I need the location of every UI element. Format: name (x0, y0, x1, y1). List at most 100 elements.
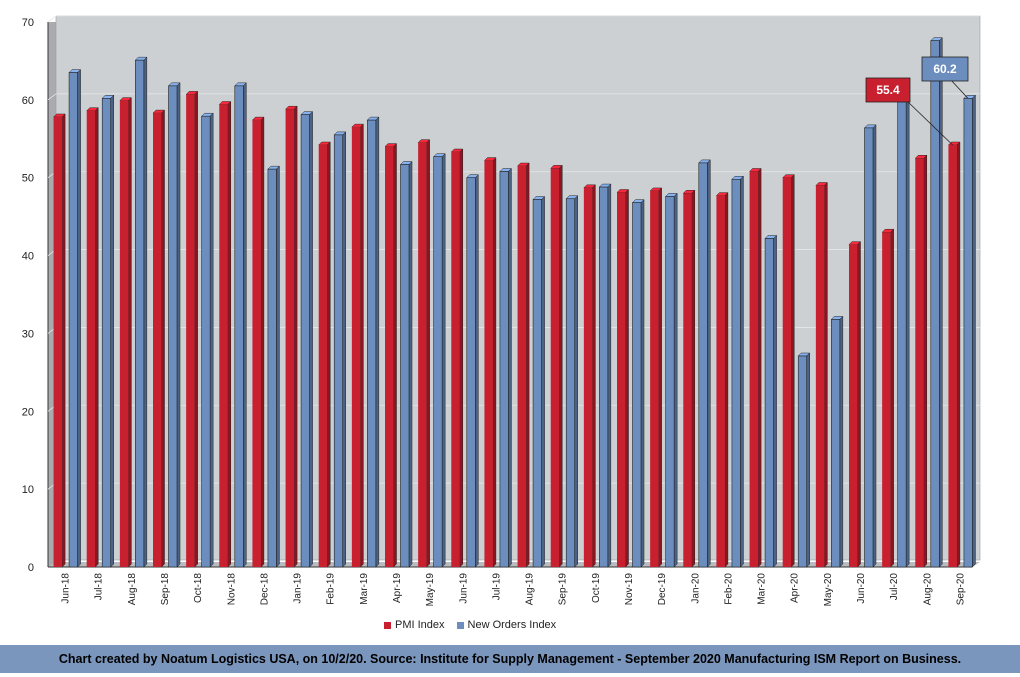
bar-pmi (782, 174, 795, 568)
bar-new-orders (333, 131, 347, 568)
callout-pmi: 55.4 (865, 77, 953, 146)
bar-new-orders (101, 94, 115, 568)
bar-new-orders (532, 195, 546, 568)
bar-pmi (417, 139, 431, 568)
bar-pmi (649, 187, 663, 568)
bar-new-orders (366, 116, 380, 568)
x-tick-label: Jan-19 (293, 573, 304, 604)
bar-new-orders (631, 199, 645, 568)
legend-swatch-pmi (384, 621, 391, 629)
y-tick-label: 30 (22, 328, 34, 340)
y-tick-label: 20 (22, 406, 34, 418)
bar-new-orders (665, 192, 678, 568)
bar-pmi (284, 105, 298, 568)
bar-new-orders (134, 56, 148, 568)
x-tick-label: Feb-20 (723, 573, 734, 605)
footer-text: Chart created by Noatum Logistics USA, o… (58, 652, 962, 666)
legend-item-new-orders: New Orders Index (456, 619, 557, 631)
annotations: 55.4 60.2 (865, 56, 969, 146)
bar-new-orders (234, 82, 247, 568)
bar-pmi (450, 148, 464, 568)
legend-label-pmi: PMI Index (395, 619, 445, 631)
callout-new-orders: 60.2 (921, 56, 969, 99)
bar-pmi (318, 141, 331, 568)
bar-pmi (583, 184, 596, 568)
floor (48, 562, 980, 567)
x-tick-label: Oct-18 (193, 573, 204, 603)
bar-pmi (119, 97, 132, 568)
bar-new-orders (930, 37, 943, 568)
bar-new-orders (68, 69, 82, 568)
bar-new-orders (963, 94, 977, 568)
x-tick-label: Jan-20 (690, 573, 701, 604)
x-tick-label: Oct-19 (591, 573, 602, 603)
x-tick-label: Apr-20 (790, 573, 801, 603)
x-tick-label: Aug-20 (922, 573, 933, 606)
y-axis-ticks: 0 10 20 30 40 50 60 70 (22, 17, 34, 574)
bar-new-orders (565, 195, 579, 568)
x-tick-label: Dec-19 (657, 573, 668, 606)
x-tick-label: May-20 (823, 573, 834, 607)
y-tick-label: 10 (22, 484, 34, 496)
bar-new-orders (499, 167, 513, 568)
x-tick-label: Jun-19 (458, 573, 469, 604)
y-tick-label: 60 (22, 95, 34, 107)
x-tick-label: Nov-19 (624, 573, 635, 606)
bar-pmi (914, 154, 928, 568)
x-tick-label: Nov-18 (226, 573, 237, 606)
bar-pmi (86, 107, 99, 568)
bar-pmi (748, 167, 762, 568)
bar-pmi (384, 142, 398, 568)
x-tick-label: Apr-19 (392, 573, 403, 603)
x-tick-label: Jun-18 (61, 573, 72, 604)
bar-new-orders (698, 159, 711, 568)
bar-new-orders (267, 165, 281, 568)
bar-pmi (947, 141, 961, 568)
bar-pmi (715, 192, 729, 568)
bar-pmi (52, 113, 66, 568)
bar-new-orders (433, 153, 446, 568)
x-tick-label: Feb-19 (326, 573, 337, 605)
bar-pmi (251, 116, 265, 568)
y-tick-label: 40 (22, 251, 34, 263)
x-tick-label: Sep-19 (558, 573, 569, 606)
x-axis-ticks: Jun-18 Jul-18 Aug-18 Sep-18 Oct-18 Nov-18 Dec-… (61, 573, 967, 607)
bar-new-orders (167, 82, 181, 568)
x-tick-label: Mar-20 (757, 573, 768, 605)
legend: PMI Index New Orders Index (384, 619, 556, 631)
x-tick-label: Dec-18 (259, 573, 270, 606)
bar-new-orders (764, 234, 778, 568)
footer-caption: Chart created by Noatum Logistics USA, o… (0, 645, 1020, 673)
bar-chart: 0 10 20 30 40 50 60 70 Jun-18 Jul-18 Aug-18 Sep-18… (22, 15, 981, 607)
bar-pmi (351, 123, 364, 568)
bar-pmi (682, 189, 696, 568)
x-tick-label: May-19 (425, 573, 436, 607)
bar-new-orders (797, 352, 811, 568)
x-tick-label: Jul-18 (94, 573, 105, 601)
bar-new-orders (201, 112, 214, 568)
y-tick-label: 50 (22, 173, 34, 185)
bar-pmi (218, 100, 232, 568)
bar-new-orders (731, 175, 745, 568)
legend-label-new-orders: New Orders Index (467, 619, 557, 631)
x-tick-label: Mar-19 (359, 573, 370, 605)
bar-new-orders (399, 160, 413, 568)
bars (52, 37, 977, 568)
x-tick-label: Aug-18 (127, 573, 138, 606)
bar-new-orders (830, 315, 844, 568)
bar-pmi (881, 228, 895, 568)
legend-swatch-new-orders (456, 621, 464, 629)
gridline (47, 93, 980, 101)
callout-label: 60.2 (933, 62, 957, 76)
x-tick-label: Jul-20 (889, 573, 900, 601)
bar-pmi (516, 162, 530, 568)
gridline (47, 15, 980, 23)
bar-new-orders (466, 174, 479, 568)
bar-new-orders (598, 183, 612, 568)
y-tick-label: 70 (22, 17, 34, 29)
bar-pmi (152, 109, 166, 568)
bar-pmi (185, 90, 199, 568)
x-tick-label: Jun-20 (856, 573, 867, 604)
x-tick-label: Sep-18 (160, 573, 171, 606)
bar-pmi (550, 164, 563, 568)
